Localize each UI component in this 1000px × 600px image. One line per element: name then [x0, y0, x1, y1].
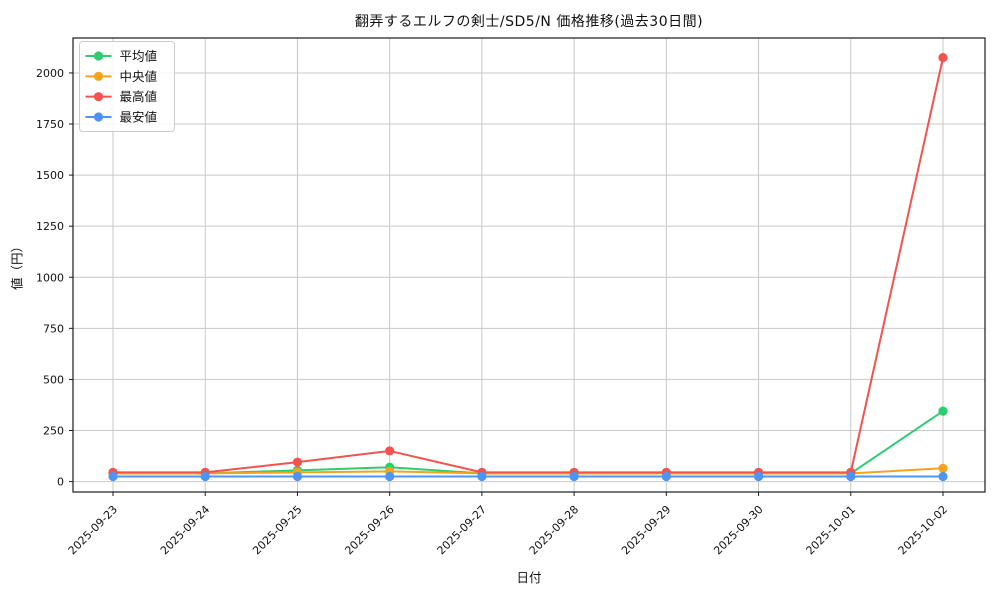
legend-box [79, 41, 175, 132]
y-tick-label: 0 [57, 476, 64, 489]
data-point-3 [661, 471, 671, 482]
x-axis-label: 日付 [516, 570, 542, 585]
data-point-3 [385, 471, 395, 482]
x-tick-label: 2025-10-01 [803, 503, 857, 557]
x-tick-label: 2025-09-24 [158, 503, 212, 557]
legend-item: 平均値 [85, 49, 158, 64]
legend-item: 中央値 [85, 69, 158, 84]
y-tick-label: 750 [43, 322, 64, 335]
data-point-3 [569, 471, 579, 482]
y-tick-label: 1500 [36, 169, 64, 182]
legend-label: 中央値 [120, 69, 158, 84]
plot-border [72, 37, 986, 493]
data-point-3 [753, 471, 764, 482]
legend-item: 最高値 [85, 89, 158, 104]
data-point-3 [108, 471, 118, 482]
x-tick-label: 2025-09-25 [250, 503, 304, 557]
data-point-2 [385, 446, 395, 456]
data-point-2 [938, 53, 948, 63]
legend-marker-dot [93, 51, 104, 61]
legend-label: 最安値 [120, 110, 158, 125]
x-tick-label: 2025-09-29 [619, 503, 673, 557]
y-tick-label: 1750 [36, 118, 64, 131]
data-point-3 [200, 471, 210, 482]
y-tick-label: 1000 [36, 271, 64, 284]
legend-label: 最高値 [120, 89, 158, 104]
chart-title: 翻弄するエルフの剣士/SD5/N 価格推移(過去30日間) [354, 14, 704, 30]
x-tick-label: 2025-10-02 [896, 503, 950, 557]
x-tick-label: 2025-09-23 [66, 503, 120, 557]
data-point-3 [477, 471, 487, 482]
y-tick-label: 250 [43, 424, 64, 437]
data-point-3 [846, 471, 856, 482]
y-tick-label: 500 [43, 373, 64, 386]
data-point-1 [938, 463, 948, 473]
legend-label: 平均値 [120, 49, 158, 64]
legend-item: 最安値 [85, 110, 158, 125]
legend-marker-dot [93, 112, 104, 122]
legend-marker-dot [93, 92, 104, 102]
y-tick-label: 1250 [36, 220, 64, 233]
data-point-3 [938, 471, 948, 482]
data-point-2 [292, 457, 303, 467]
series-line-0 [113, 410, 944, 475]
x-tick-label: 2025-09-30 [711, 503, 765, 557]
series-line-1 [113, 467, 944, 475]
y-axis-label: 値（円） [9, 239, 25, 291]
data-point-3 [292, 471, 303, 482]
series-line-2 [113, 57, 944, 474]
legend-marker-dot [93, 71, 104, 81]
y-tick-label: 2000 [36, 67, 64, 80]
x-tick-label: 2025-09-26 [342, 503, 396, 557]
data-point-0 [938, 406, 948, 416]
x-tick-label: 2025-09-27 [435, 503, 489, 557]
x-tick-label: 2025-09-28 [527, 503, 581, 557]
